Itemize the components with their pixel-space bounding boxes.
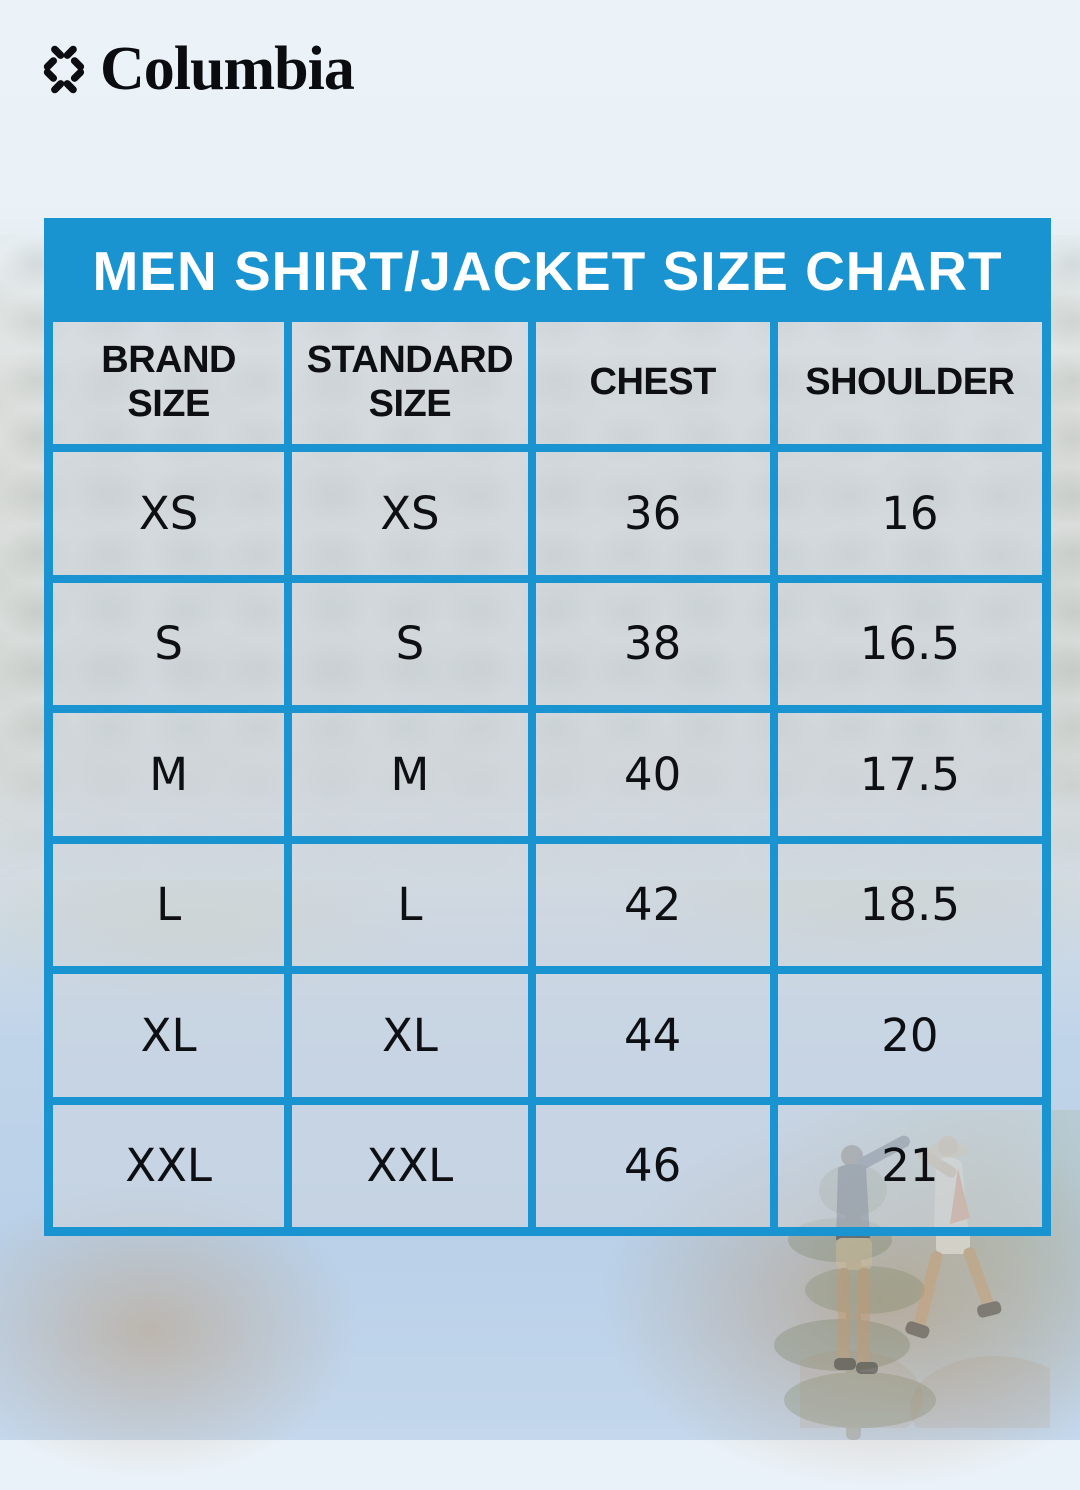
cell-xs-brand-size: XS [49, 448, 289, 579]
column-header-brand-size: BRAND SIZE [49, 318, 289, 448]
cell-m-standard-size: M [288, 709, 532, 840]
cell-xxl-chest: 46 [531, 1100, 774, 1231]
cell-xs-chest: 36 [531, 448, 774, 579]
cell-l-standard-size: L [288, 839, 532, 970]
columbia-diamond-logo-icon [43, 45, 85, 94]
cell-xxl-brand-size: XXL [49, 1100, 289, 1231]
cell-l-chest: 42 [531, 839, 774, 970]
cell-xxl-shoulder: 21 [773, 1100, 1046, 1231]
size-chart-grid: BRAND SIZE STANDARD SIZE CHEST SHOULDER … [49, 318, 1046, 1231]
cell-xl-brand-size: XL [49, 970, 289, 1101]
cell-xs-shoulder: 16 [773, 448, 1046, 579]
cell-xxl-standard-size: XXL [288, 1100, 532, 1231]
cell-s-shoulder: 16.5 [773, 578, 1046, 709]
cell-xl-standard-size: XL [288, 970, 532, 1101]
column-header-chest: CHEST [531, 318, 774, 448]
size-chart-table: MEN SHIRT/JACKET SIZE CHART BRAND SIZE S… [44, 218, 1051, 1236]
cell-s-chest: 38 [531, 578, 774, 709]
chart-title: MEN SHIRT/JACKET SIZE CHART [49, 223, 1046, 318]
cell-xs-standard-size: XS [288, 448, 532, 579]
cell-l-shoulder: 18.5 [773, 839, 1046, 970]
cell-s-brand-size: S [49, 578, 289, 709]
column-header-standard-size: STANDARD SIZE [288, 318, 532, 448]
cell-m-brand-size: M [49, 709, 289, 840]
cell-l-brand-size: L [49, 839, 289, 970]
cell-xl-shoulder: 20 [773, 970, 1046, 1101]
cell-m-chest: 40 [531, 709, 774, 840]
brand-logo: Columbia [40, 35, 355, 103]
column-header-shoulder: SHOULDER [773, 318, 1046, 448]
cell-s-standard-size: S [288, 578, 532, 709]
cell-xl-chest: 44 [531, 970, 774, 1101]
cell-m-shoulder: 17.5 [773, 709, 1046, 840]
brand-name: Columbia [100, 35, 355, 103]
